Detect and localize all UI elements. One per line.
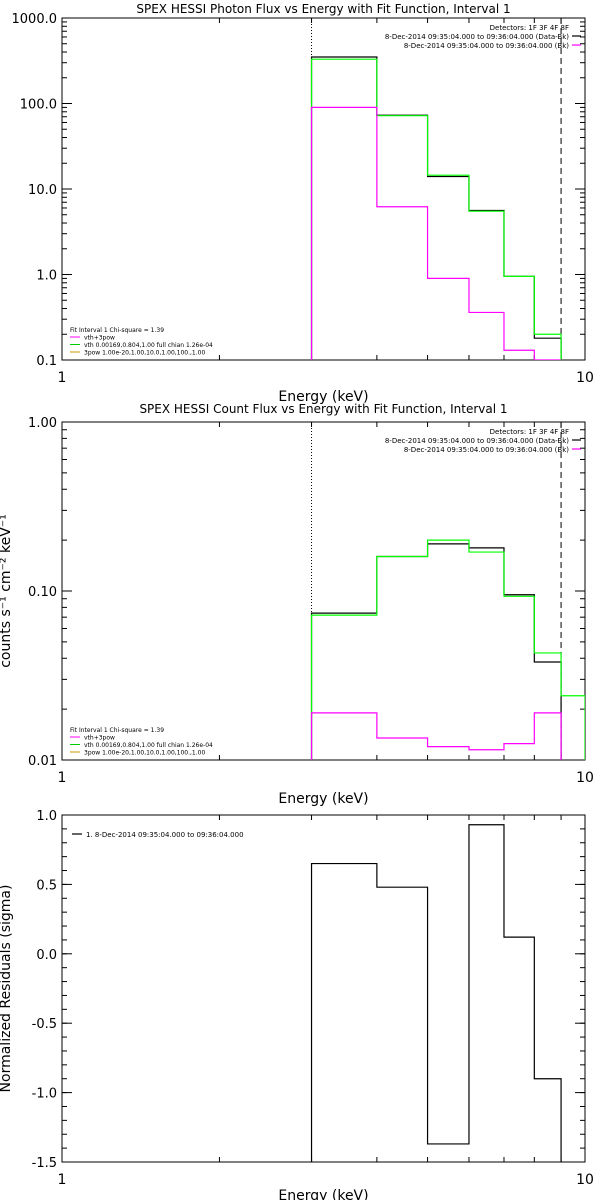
legend-entry: 8-Dec-2014 09:35:04.000 to 09:36:04.000 …	[404, 42, 569, 50]
legend-entry: 8-Dec-2014 09:35:04.000 to 09:36:04.000 …	[404, 446, 569, 454]
y-tick-label: 100.0	[20, 98, 57, 113]
fit-info-line: vth+3pow	[84, 335, 115, 342]
y-tick-label: 1.0	[36, 269, 57, 284]
y-tick-label: 0.10	[28, 585, 57, 600]
plot-area	[310, 18, 562, 360]
x-tick-label: 1	[58, 1172, 67, 1188]
y-axis-label: Normalized Residuals (sigma)	[0, 885, 14, 1093]
chart-title: SPEX HESSI Count Flux vs Energy with Fit…	[139, 402, 507, 416]
series-2-histogram	[310, 539, 585, 760]
plot-frame	[61, 814, 586, 1163]
x-tick-label: 1	[58, 370, 67, 386]
x-tick-label: 10	[576, 1172, 594, 1188]
x-axis-label: Energy (keV)	[278, 1188, 368, 1200]
y-tick-label: -1.5	[32, 1156, 57, 1171]
series-1-histogram	[310, 824, 562, 1162]
plot-2: SPEX HESSI Count Flux vs Energy with Fit…	[0, 402, 594, 807]
series-3-histogram	[310, 712, 562, 760]
plot-3: 1 10 -1.5 -1.0 -0.5 0.0 0.5 1.0 Energy (keV) Norm…	[0, 809, 594, 1200]
y-tick-label: 0.1	[36, 354, 57, 369]
plot-frame	[61, 17, 586, 361]
y-tick-label: 0.01	[28, 754, 57, 769]
plot-area	[310, 824, 562, 1162]
fit-info-line: Fit Interval 1 Chi-square = 1.39	[70, 327, 164, 334]
y-tick-label: 1.00	[28, 416, 57, 431]
fit-info-line: vth 0.00169,0.804,1.00 full chian 1.26e-…	[84, 742, 213, 749]
y-tick-label: -1.0	[32, 1087, 57, 1102]
x-axis-label: Energy (keV)	[278, 389, 368, 405]
y-axis-label: counts s⁻¹ cm⁻² keV⁻¹	[0, 514, 14, 668]
plot-area	[310, 422, 585, 760]
x-tick-label: 10	[576, 770, 594, 786]
x-tick-label: 1	[58, 770, 67, 786]
series-3-histogram	[310, 106, 562, 360]
y-tick-label: -0.5	[32, 1017, 57, 1032]
fit-info-line: vth+3pow	[84, 735, 115, 742]
chart-title: SPEX HESSI Photon Flux vs Energy with Fi…	[136, 2, 510, 16]
y-tick-label: 1.0	[36, 809, 57, 824]
fit-info-line: Fit Interval 1 Chi-square = 1.39	[70, 727, 164, 734]
y-tick-label: 0.0	[36, 948, 57, 963]
y-tick-label: 0.5	[36, 878, 57, 893]
plot-frame	[61, 421, 586, 761]
x-axis-label: Energy (keV)	[278, 791, 368, 807]
y-tick-label: 10.0	[28, 183, 57, 198]
plot-1: SPEX HESSI Photon Flux vs Energy with Fi…	[12, 2, 594, 405]
fit-info-line: vth 0.00169,0.804,1.00 full chian 1.26e-…	[84, 342, 213, 349]
legend-entry: 8-Dec-2014 09:35:04.000 to 09:36:04.000 …	[385, 33, 569, 41]
legend-entry: Detectors: 1F 3F 4F 8F	[490, 24, 569, 32]
fit-info-line: 3pow 1.00e-20,1.00,10.0,1.00,100.,1.00	[84, 750, 205, 757]
x-tick-label: 10	[576, 370, 594, 386]
series-2-histogram	[310, 58, 562, 360]
fit-info-line: 3pow 1.00e-20,1.00,10.0,1.00,100.,1.00	[84, 350, 205, 357]
series-1-histogram	[310, 56, 562, 360]
legend-entry: 1. 8-Dec-2014 09:35:04.000 to 09:36:04.0…	[86, 831, 244, 839]
legend-entry: Detectors: 1F 3F 4F 8F	[490, 428, 569, 436]
legend-entry: 8-Dec-2014 09:35:04.000 to 09:36:04.000 …	[385, 437, 569, 445]
series-1-histogram	[310, 543, 562, 760]
y-tick-label: 1000.0	[12, 12, 58, 27]
